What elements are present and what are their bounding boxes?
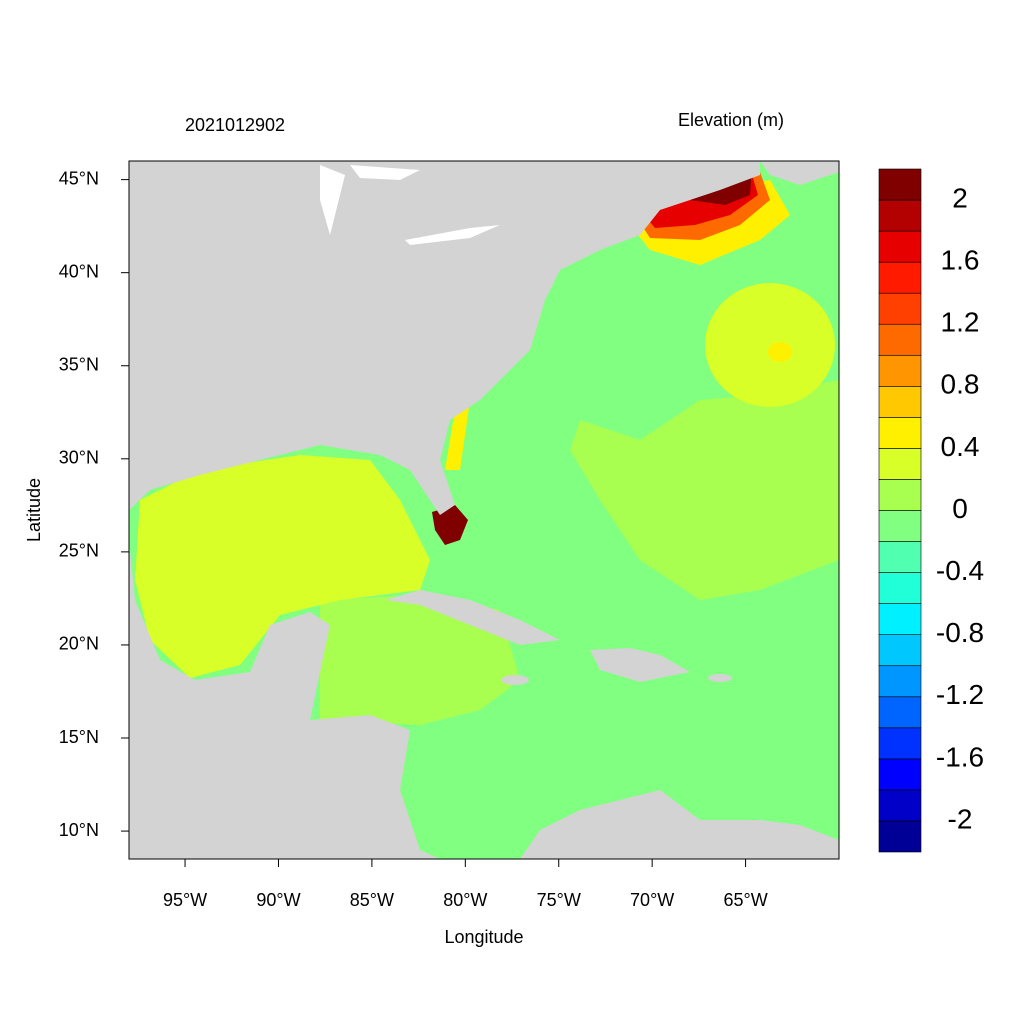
colorbar-box [878, 820, 922, 853]
field-region [320, 595, 520, 725]
colorbar-box [878, 665, 922, 698]
colorbar-box [878, 168, 922, 201]
colorbar-label: -2 [948, 803, 973, 834]
colorbar-box [878, 199, 922, 232]
y-tick-label: 35°N [59, 354, 99, 374]
colorbar-box [878, 292, 922, 325]
colorbar-box [878, 261, 922, 294]
x-tick-label: 85°W [350, 890, 394, 910]
y-tick-label: 40°N [59, 261, 99, 281]
colorbar-box [878, 541, 922, 573]
plot-frame [128, 160, 840, 860]
colorbar-box [878, 603, 922, 635]
x-tick-label: 75°W [537, 890, 581, 910]
colorbar-box [878, 386, 922, 418]
colorbar-label: 1.6 [941, 245, 980, 276]
y-tick-label: 20°N [59, 634, 99, 654]
colorbar-label: -1.2 [936, 679, 984, 710]
colorbar-box [878, 696, 922, 729]
field-region [705, 283, 835, 407]
colorbar-box [878, 448, 922, 480]
lake [320, 165, 345, 235]
field-region [570, 380, 839, 600]
colorbar-box [878, 354, 922, 387]
colorbar-box [878, 789, 922, 822]
map [129, 161, 839, 859]
colorbar-box [878, 479, 922, 511]
land [501, 675, 529, 685]
field-region [432, 505, 468, 545]
field-region [768, 342, 792, 362]
colorbar-box [878, 510, 922, 542]
y-tick-label: 10°N [59, 820, 99, 840]
colorbar-label: 2 [952, 182, 968, 213]
land [129, 540, 440, 859]
y-tick-label: 15°N [59, 727, 99, 747]
colorbar-label: 1.2 [941, 307, 980, 338]
land [760, 161, 839, 185]
y-tick-label: 45°N [59, 168, 99, 188]
chart-subtitle: Elevation (m) [678, 110, 784, 130]
colorbar-box [878, 417, 922, 449]
colorbar-box [878, 230, 922, 263]
colorbar-box [878, 727, 922, 760]
lake [350, 165, 420, 180]
colorbar-label: -0.4 [936, 555, 984, 586]
field-region [445, 400, 470, 470]
colorbar-label: -0.8 [936, 617, 984, 648]
colorbar-label: 0.4 [941, 431, 980, 462]
x-tick-label: 70°W [630, 890, 674, 910]
colorbar-label: 0 [952, 493, 968, 524]
land [708, 674, 732, 682]
y-tick-label: 30°N [59, 448, 99, 468]
x-tick-label: 95°W [163, 890, 207, 910]
x-tick-label: 80°W [443, 890, 487, 910]
colorbar-box [878, 323, 922, 356]
x-tick-label: 90°W [256, 890, 300, 910]
colorbar-box [878, 572, 922, 604]
colorbar-box [878, 758, 922, 791]
x-tick-label: 65°W [723, 890, 767, 910]
colorbar-label: -1.6 [936, 741, 984, 772]
x-axis-label: Longitude [444, 927, 523, 947]
colorbar-box [878, 634, 922, 667]
land [520, 790, 839, 859]
land [590, 648, 690, 682]
lake [405, 225, 500, 245]
land [129, 161, 760, 515]
field-region [135, 455, 430, 678]
colorbar-label: 0.8 [941, 369, 980, 400]
chart-title: 2021012902 [185, 115, 285, 135]
y-tick-label: 25°N [59, 541, 99, 561]
land [385, 590, 560, 645]
y-axis-label: Latitude [24, 478, 44, 542]
